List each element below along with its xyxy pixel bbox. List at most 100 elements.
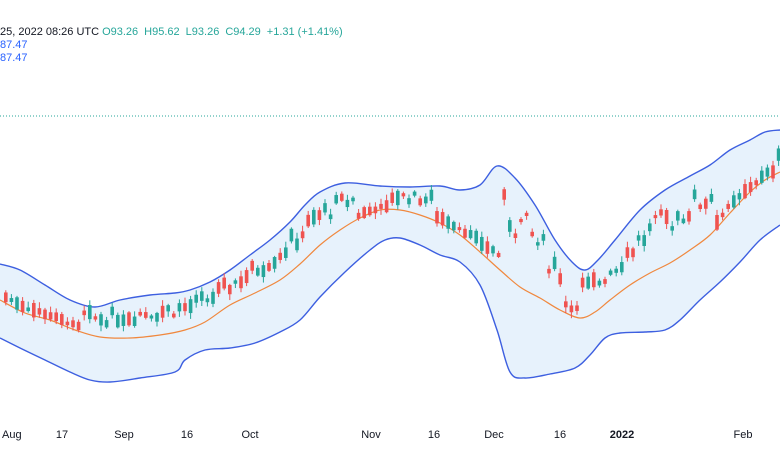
candle-body xyxy=(704,198,708,209)
candle-body xyxy=(43,309,47,320)
bollinger-lower-band xyxy=(0,224,780,383)
candle-body xyxy=(440,212,445,226)
candle-body xyxy=(345,199,350,208)
candle-body xyxy=(267,262,271,271)
candle-body xyxy=(732,195,736,208)
candle-body xyxy=(20,300,25,312)
candle-body xyxy=(463,228,467,238)
candle-body xyxy=(379,203,383,209)
candle-body xyxy=(541,234,546,241)
candle-body xyxy=(250,260,254,271)
candle-body xyxy=(502,189,506,200)
candle-body xyxy=(401,193,406,197)
candle-body xyxy=(138,311,142,316)
candle-body xyxy=(636,235,641,241)
candle-body xyxy=(569,305,574,313)
candle-body xyxy=(149,315,154,319)
candle-body xyxy=(496,252,501,258)
candle-body xyxy=(435,211,439,224)
candle-body xyxy=(312,209,316,225)
candle-body xyxy=(317,210,322,220)
candle-body xyxy=(776,148,780,161)
x-tick-label: Oct xyxy=(241,429,258,441)
candle-body xyxy=(765,167,770,177)
candle-body xyxy=(418,198,422,206)
x-tick-label: Nov xyxy=(361,429,381,441)
candle-body xyxy=(726,203,730,209)
x-tick-label: Feb xyxy=(734,429,753,441)
candle-body xyxy=(597,280,602,286)
candle-body xyxy=(536,242,540,246)
candle-body xyxy=(110,306,114,316)
candle-body xyxy=(172,313,176,318)
candle-body xyxy=(687,211,691,222)
candle-body xyxy=(592,272,596,288)
x-tick-label: Dec xyxy=(484,429,504,441)
candle-body xyxy=(564,301,568,308)
candle-body xyxy=(468,230,473,239)
candle-body xyxy=(452,221,456,231)
candle-body xyxy=(26,307,30,312)
x-axis: Aug 17 Sep 16 Oct Nov 16 Dec 16 2022 Feb xyxy=(2,429,752,441)
candle-body xyxy=(4,292,8,303)
legend-high: H95.62 xyxy=(144,26,180,38)
candle-body xyxy=(748,182,753,193)
candle-body xyxy=(334,195,338,204)
indicator-value-2: 87.47 xyxy=(0,52,28,64)
candle-body xyxy=(65,321,70,326)
candle-body xyxy=(715,215,719,230)
candle-body xyxy=(659,209,663,216)
candle-body xyxy=(457,227,462,231)
legend-open: O93.26 xyxy=(102,26,139,38)
candle-body xyxy=(60,314,64,325)
candle-body xyxy=(519,219,523,223)
candle-body xyxy=(429,189,434,201)
candle-body xyxy=(760,170,764,183)
candle-body xyxy=(653,215,658,219)
candle-body xyxy=(580,277,585,288)
candle-body xyxy=(368,206,372,216)
candle-body xyxy=(200,291,204,301)
candle-body xyxy=(676,211,680,221)
candle-body xyxy=(603,279,607,284)
candle-body xyxy=(272,257,277,269)
candle-body xyxy=(166,305,170,312)
candle-body xyxy=(362,207,366,219)
candle-body xyxy=(670,226,674,231)
candle-body xyxy=(720,212,725,218)
candle-body xyxy=(530,231,534,237)
candle-body xyxy=(160,305,165,318)
bollinger-upper-band xyxy=(0,129,780,308)
candle-body xyxy=(508,220,512,232)
candle-body xyxy=(261,265,266,278)
candle-body xyxy=(547,268,551,274)
candle-body xyxy=(71,320,75,328)
x-tick-label: Aug xyxy=(2,429,22,441)
candle-body xyxy=(104,320,109,328)
x-tick-label: 16 xyxy=(554,429,566,441)
candle-body xyxy=(620,262,624,273)
candle-body xyxy=(390,192,394,203)
x-tick-label: 16 xyxy=(181,429,193,441)
legend-low: L93.26 xyxy=(185,26,220,38)
candle-body xyxy=(407,198,411,205)
candle-body xyxy=(356,212,361,219)
candle-body xyxy=(681,218,686,224)
candle-body xyxy=(177,303,182,312)
candle-body xyxy=(340,193,344,201)
candle-body xyxy=(211,291,215,304)
candle-body xyxy=(300,231,305,239)
x-tick-label: 16 xyxy=(428,429,440,441)
candle-body xyxy=(37,308,42,315)
x-tick-label: 17 xyxy=(56,429,68,441)
candle-body xyxy=(15,297,19,310)
ohlc-legend: 25, 2022 08:26 UTC O93.26 H95.62 L93.26 C94.… xyxy=(0,26,346,38)
candle-body xyxy=(446,216,450,229)
bollinger-basis-line xyxy=(0,171,780,339)
candle-body xyxy=(412,191,417,196)
candle-body xyxy=(121,314,126,326)
candle-body xyxy=(608,270,613,275)
candle-body xyxy=(194,294,198,303)
candle-body xyxy=(116,314,120,328)
